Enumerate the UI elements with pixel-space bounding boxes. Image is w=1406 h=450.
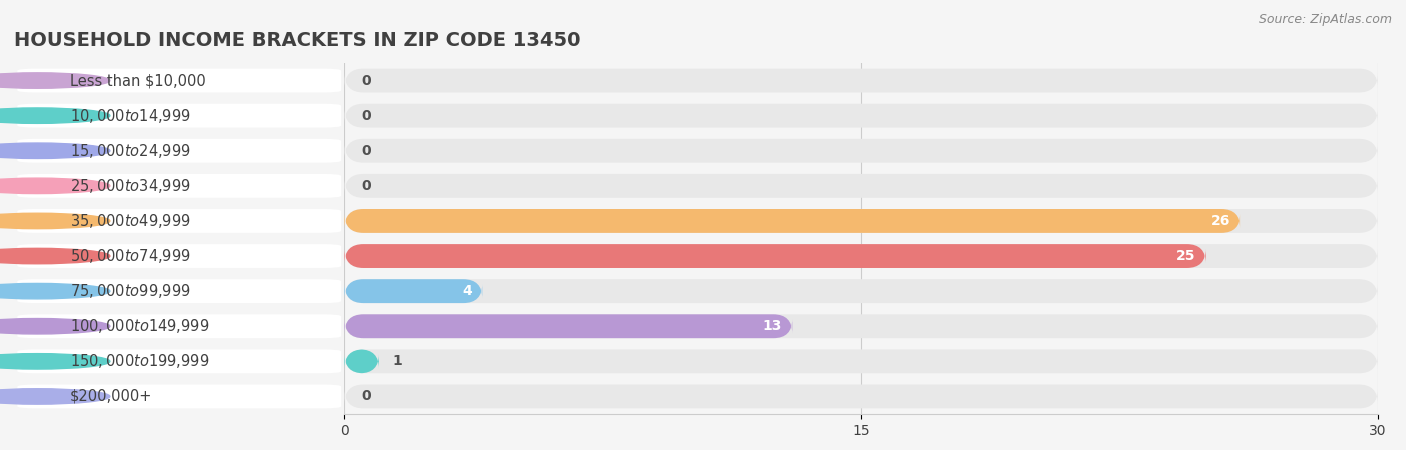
FancyBboxPatch shape xyxy=(344,68,1378,93)
Text: 13: 13 xyxy=(762,319,782,333)
FancyBboxPatch shape xyxy=(17,139,342,163)
Text: 0: 0 xyxy=(361,389,371,404)
Text: $35,000 to $49,999: $35,000 to $49,999 xyxy=(70,212,191,230)
FancyBboxPatch shape xyxy=(344,209,1378,233)
FancyBboxPatch shape xyxy=(17,279,342,303)
Text: $150,000 to $199,999: $150,000 to $199,999 xyxy=(70,352,209,370)
FancyBboxPatch shape xyxy=(17,244,342,268)
Text: $15,000 to $24,999: $15,000 to $24,999 xyxy=(70,142,191,160)
FancyBboxPatch shape xyxy=(17,349,342,373)
FancyBboxPatch shape xyxy=(344,174,1378,198)
FancyBboxPatch shape xyxy=(17,209,342,233)
Text: 0: 0 xyxy=(361,144,371,158)
FancyBboxPatch shape xyxy=(344,139,1378,163)
Circle shape xyxy=(0,319,110,334)
FancyBboxPatch shape xyxy=(344,279,482,303)
Circle shape xyxy=(0,248,110,264)
FancyBboxPatch shape xyxy=(344,314,1378,338)
FancyBboxPatch shape xyxy=(344,384,1378,409)
FancyBboxPatch shape xyxy=(344,349,1378,373)
Text: 1: 1 xyxy=(392,354,402,369)
Text: $25,000 to $34,999: $25,000 to $34,999 xyxy=(70,177,191,195)
FancyBboxPatch shape xyxy=(17,174,342,198)
FancyBboxPatch shape xyxy=(344,279,1378,303)
FancyBboxPatch shape xyxy=(344,244,1205,268)
Circle shape xyxy=(0,284,110,299)
Text: HOUSEHOLD INCOME BRACKETS IN ZIP CODE 13450: HOUSEHOLD INCOME BRACKETS IN ZIP CODE 13… xyxy=(14,32,581,50)
FancyBboxPatch shape xyxy=(17,68,342,93)
FancyBboxPatch shape xyxy=(344,209,1240,233)
Text: 4: 4 xyxy=(463,284,472,298)
Text: 0: 0 xyxy=(361,179,371,193)
Circle shape xyxy=(0,143,110,158)
FancyBboxPatch shape xyxy=(344,314,793,338)
FancyBboxPatch shape xyxy=(344,244,1378,268)
FancyBboxPatch shape xyxy=(344,104,1378,128)
Text: $75,000 to $99,999: $75,000 to $99,999 xyxy=(70,282,191,300)
Text: $50,000 to $74,999: $50,000 to $74,999 xyxy=(70,247,191,265)
Text: $200,000+: $200,000+ xyxy=(70,389,153,404)
Circle shape xyxy=(0,213,110,229)
Text: 0: 0 xyxy=(361,108,371,123)
FancyBboxPatch shape xyxy=(17,314,342,338)
Text: 25: 25 xyxy=(1175,249,1195,263)
Text: Less than $10,000: Less than $10,000 xyxy=(70,73,207,88)
Text: 26: 26 xyxy=(1211,214,1230,228)
Text: $100,000 to $149,999: $100,000 to $149,999 xyxy=(70,317,209,335)
Circle shape xyxy=(0,73,110,88)
Circle shape xyxy=(0,178,110,194)
Circle shape xyxy=(0,108,110,123)
Circle shape xyxy=(0,354,110,369)
FancyBboxPatch shape xyxy=(17,384,342,409)
FancyBboxPatch shape xyxy=(344,349,380,373)
Text: 0: 0 xyxy=(361,73,371,88)
Text: Source: ZipAtlas.com: Source: ZipAtlas.com xyxy=(1258,14,1392,27)
Text: $10,000 to $14,999: $10,000 to $14,999 xyxy=(70,107,191,125)
FancyBboxPatch shape xyxy=(17,104,342,128)
Circle shape xyxy=(0,389,110,404)
